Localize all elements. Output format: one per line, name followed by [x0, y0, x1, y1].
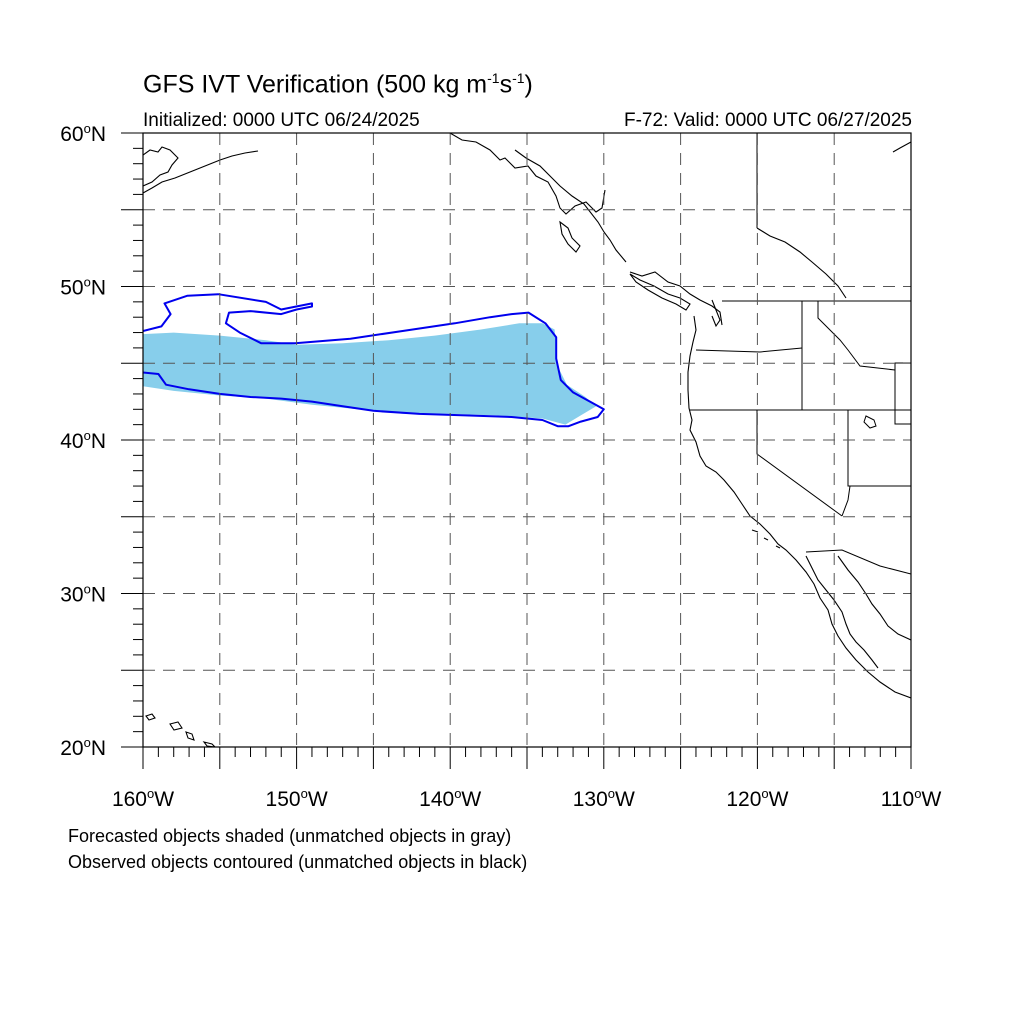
channel-islands [751, 529, 781, 549]
alaska-coast-east [449, 133, 606, 215]
hawaii-islands [145, 713, 216, 747]
lon-label: 130oW [573, 786, 635, 811]
ca-nv-border [756, 410, 843, 517]
lon-label: 150oW [266, 786, 328, 811]
initialized-label: Initialized: 0000 UTC 06/24/2025 [143, 110, 420, 131]
mt-border [817, 301, 896, 371]
coastline-layer [143, 133, 911, 747]
lon-label: 120oW [726, 786, 788, 811]
az-border [841, 485, 851, 517]
great-salt-lake [863, 415, 877, 429]
lat-label: 40oN [60, 428, 106, 453]
lon-label: 160oW [112, 786, 174, 811]
puget-sound [711, 299, 721, 328]
observed-object-layer [143, 293, 605, 428]
title-close: ) [524, 70, 533, 99]
ut-border [894, 362, 911, 425]
continent-coast-ne [892, 141, 911, 153]
gulf-of-california-coastline [837, 555, 911, 641]
vancouver-island [629, 273, 691, 311]
lon-label: 110oW [881, 786, 942, 811]
political-borders [690, 133, 911, 575]
wa-or-border [695, 347, 803, 353]
lat-label: 20oN [60, 735, 106, 760]
title-unit-s: s [499, 70, 513, 99]
alaska-peninsula-coastline [143, 150, 259, 194]
gridlines [143, 133, 911, 747]
lon-label: 140oW [419, 786, 481, 811]
observed-ivt-contour [143, 293, 605, 428]
axis-ticks [121, 132, 912, 769]
valid-time-label: F-72: Valid: 0000 UTC 06/27/2025 [624, 110, 912, 131]
lat-label: 30oN [60, 582, 106, 607]
haida-gwaii [559, 220, 581, 253]
lat-label: 50oN [60, 275, 106, 300]
alaska-coastline [143, 146, 179, 187]
axis-labels: 60oN 50oN 40oN 30oN 20oN 160oW 150oW 140oW 130oW… [60, 121, 941, 811]
us-west-coastline [687, 315, 911, 699]
title-exponent-1: -1 [487, 70, 500, 86]
bc-coastline [629, 271, 723, 326]
forecast-object-layer [143, 323, 597, 425]
nv-az-border [847, 410, 911, 487]
lat-label: 60oN [60, 121, 106, 146]
forecast-ivt-object [143, 323, 597, 425]
title-text: GFS IVT Verification (500 kg m [143, 70, 488, 99]
chart-title: GFS IVT Verification (500 kg m-1s-1) [143, 70, 533, 99]
hudson-coast [756, 227, 847, 299]
observed-footnote: Observed objects contoured (unmatched ob… [68, 852, 528, 872]
baja-peninsula-coastline [805, 555, 879, 669]
alaska-panhandle-coastline [514, 149, 627, 263]
forecast-footnote: Forecasted objects shaded (unmatched obj… [68, 826, 512, 846]
us-mexico-border [805, 549, 911, 575]
title-exponent-2: -1 [512, 70, 525, 86]
